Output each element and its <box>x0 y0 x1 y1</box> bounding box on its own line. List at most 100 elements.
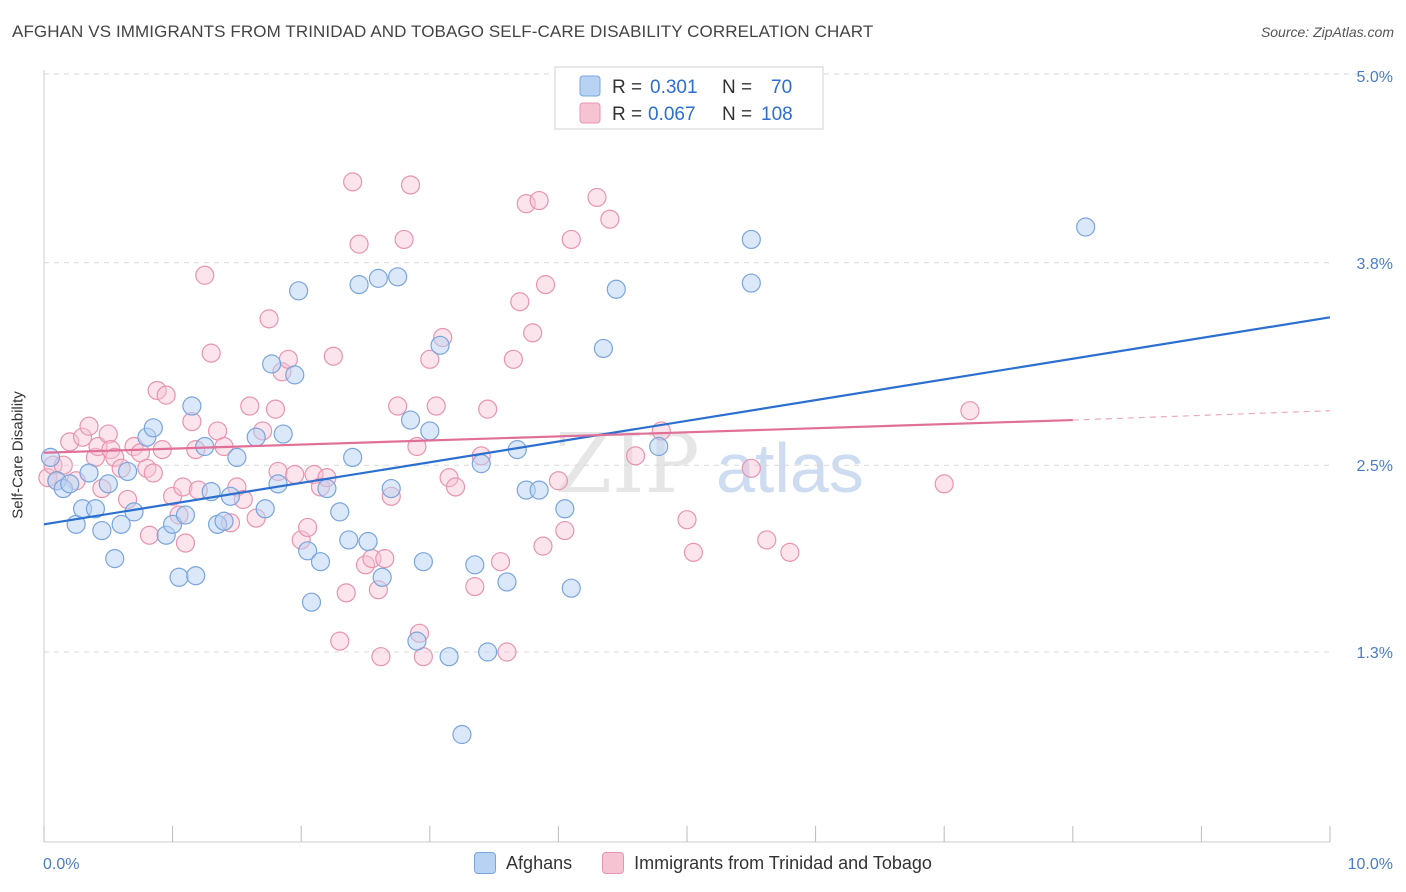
point-afghans-33 <box>285 365 305 385</box>
legend-r-value-trinidad: 0.067 <box>648 104 696 125</box>
correlation-legend: R = 0.301 N = 70 R = 0.067 N = 108 <box>554 66 824 130</box>
point-afghans-18 <box>169 567 189 587</box>
legend-n-label-afghans: N = <box>722 77 752 98</box>
point-afghans-9 <box>98 474 118 494</box>
point-trinidad-73 <box>445 477 466 497</box>
point-trinidad-48 <box>298 517 318 538</box>
point-afghans-35 <box>298 541 318 561</box>
point-trinidad-46 <box>285 464 305 485</box>
point-afghans-52 <box>430 335 450 355</box>
point-afghans-69 <box>1076 217 1096 237</box>
point-trinidad-77 <box>490 552 511 572</box>
point-trinidad-89 <box>587 187 607 208</box>
point-trinidad-19 <box>139 525 160 545</box>
x-tick-labels: 0.0% 10.0% <box>43 856 1393 873</box>
point-trinidad-96 <box>757 530 777 550</box>
point-afghans-12 <box>117 461 138 482</box>
point-trinidad-90 <box>600 209 620 229</box>
point-trinidad-11 <box>98 424 118 444</box>
point-afghans-6 <box>79 463 99 483</box>
point-trinidad-32 <box>201 343 221 363</box>
point-afghans-21 <box>186 566 206 586</box>
point-trinidad-98 <box>934 474 954 494</box>
point-afghans-7 <box>85 499 106 519</box>
point-afghans-44 <box>368 268 388 288</box>
point-afghans-28 <box>246 427 266 447</box>
point-afghans-45 <box>372 567 392 587</box>
point-trinidad-27 <box>175 533 196 553</box>
point-afghans-42 <box>349 275 369 295</box>
y-tick-label-2: 3.8% <box>1357 256 1393 273</box>
point-trinidad-64 <box>394 229 414 250</box>
point-trinidad-87 <box>555 520 575 541</box>
point-afghans-30 <box>262 354 282 374</box>
point-trinidad-76 <box>478 399 498 419</box>
point-trinidad-95 <box>741 458 761 478</box>
point-afghans-20 <box>182 396 202 416</box>
bottom-legend: Afghans Immigrants from Trinidad and Tob… <box>0 852 1406 874</box>
point-afghans-53 <box>439 647 459 667</box>
point-trinidad-23 <box>156 385 176 405</box>
trend-line-trinidad-extension <box>1072 410 1331 421</box>
point-afghans-64 <box>593 338 614 359</box>
point-afghans-43 <box>358 531 378 552</box>
point-trinidad-60 <box>371 647 391 667</box>
point-afghans-58 <box>497 572 517 592</box>
point-trinidad-6 <box>72 427 93 447</box>
point-afghans-3 <box>60 474 80 494</box>
point-trinidad-83 <box>529 190 549 211</box>
y-tick-labels: 1.3% 2.5% 3.8% 5.0% <box>1357 69 1393 662</box>
trend-line-afghans <box>43 316 1331 526</box>
point-trinidad-84 <box>533 536 553 556</box>
x-tick-label-1: 10.0% <box>1348 856 1393 873</box>
point-trinidad-97 <box>780 542 800 562</box>
legend-n-value-afghans: 70 <box>771 77 792 98</box>
point-afghans-67 <box>741 273 761 293</box>
point-trinidad-82 <box>523 323 543 343</box>
point-afghans-39 <box>330 502 350 522</box>
point-trinidad-86 <box>548 471 569 491</box>
point-afghans-51 <box>420 421 440 441</box>
point-trinidad-72 <box>439 468 459 488</box>
source-label: Source: ZipAtlas.com <box>1260 24 1394 40</box>
point-afghans-29 <box>255 499 275 519</box>
point-afghans-56 <box>471 454 491 474</box>
point-trinidad-31 <box>195 265 215 285</box>
point-afghans-65 <box>606 279 626 299</box>
point-afghans-25 <box>214 511 234 531</box>
point-trinidad-63 <box>388 396 408 416</box>
trend-line-trinidad <box>43 418 1073 454</box>
point-trinidad-52 <box>323 346 343 366</box>
y-tick-label-3: 5.0% <box>1357 69 1393 86</box>
point-trinidad-21 <box>147 380 167 401</box>
point-afghans-17 <box>163 514 183 534</box>
point-afghans-40 <box>339 530 359 550</box>
point-trinidad-74 <box>465 577 485 597</box>
point-trinidad-91 <box>625 446 646 466</box>
point-afghans-19 <box>175 505 196 525</box>
point-afghans-49 <box>407 631 427 651</box>
point-afghans-41 <box>343 447 363 468</box>
point-afghans-47 <box>388 267 408 287</box>
point-trinidad-41 <box>259 309 279 329</box>
point-afghans-50 <box>413 552 433 572</box>
point-trinidad-65 <box>400 175 421 195</box>
point-trinidad-80 <box>510 292 530 312</box>
legend-item-trinidad: Immigrants from Trinidad and Tobago <box>602 852 932 874</box>
point-trinidad-93 <box>677 510 697 530</box>
point-trinidad-69 <box>420 349 440 369</box>
point-trinidad-56 <box>349 234 369 254</box>
point-afghans-54 <box>452 724 472 745</box>
watermark-atlas: atlas <box>716 429 864 507</box>
point-afghans-48 <box>400 410 421 430</box>
point-afghans-36 <box>301 592 322 612</box>
point-trinidad-38 <box>240 396 260 416</box>
point-afghans-46 <box>381 478 401 499</box>
point-trinidad-53 <box>330 631 350 651</box>
point-afghans-38 <box>317 478 337 499</box>
point-afghans-55 <box>465 555 485 575</box>
legend-swatch-afghans <box>579 75 601 97</box>
point-afghans-11 <box>111 514 131 534</box>
point-afghans-68 <box>741 229 761 250</box>
